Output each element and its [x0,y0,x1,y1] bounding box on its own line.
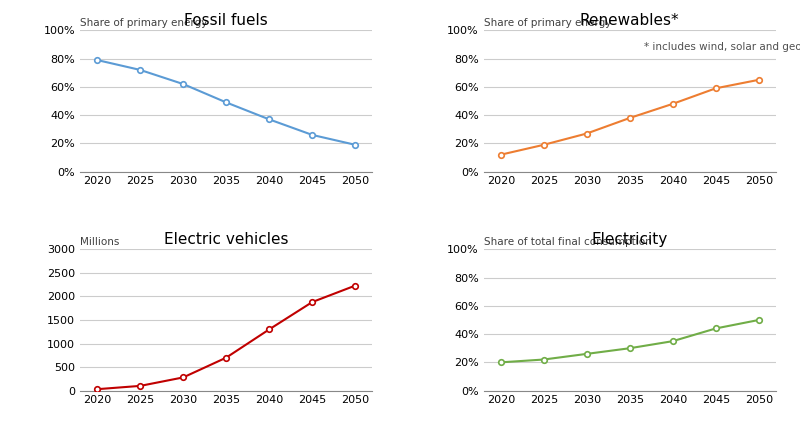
Title: Electric vehicles: Electric vehicles [164,232,289,247]
Text: Share of primary energy: Share of primary energy [80,17,207,27]
Title: Fossil fuels: Fossil fuels [184,13,268,28]
Title: Electricity: Electricity [592,232,668,247]
Text: Share of primary energy: Share of primary energy [483,17,611,27]
Text: Share of total final consumption: Share of total final consumption [483,237,651,247]
Text: * includes wind, solar and geothermal: * includes wind, solar and geothermal [645,42,800,52]
Title: Renewables*: Renewables* [580,13,679,28]
Text: Millions: Millions [80,237,119,247]
